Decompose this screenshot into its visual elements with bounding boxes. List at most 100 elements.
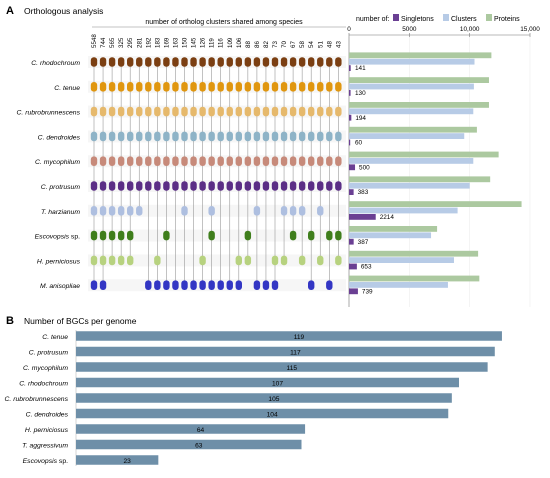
member-dot [244, 57, 252, 67]
member-dot [217, 106, 224, 117]
member-dot [208, 106, 215, 117]
member-dot [117, 255, 125, 266]
bar-proteins [349, 102, 489, 108]
bgc-bar [76, 424, 306, 434]
bar-clusters [349, 282, 448, 288]
member-dot [298, 181, 306, 191]
member-dot [235, 106, 242, 117]
member-dot [235, 255, 242, 266]
species-label: C. rubrobrunnescens [17, 110, 81, 117]
member-dot [90, 181, 98, 191]
member-dot [208, 57, 215, 67]
bgc-bar [76, 346, 495, 357]
matrix-row-backgrounds [88, 56, 346, 292]
member-dot [199, 280, 206, 290]
singleton-value-label: 739 [362, 288, 373, 295]
member-dot [199, 181, 206, 191]
member-dot [326, 57, 333, 67]
member-dot [190, 57, 197, 67]
member-dot [117, 82, 125, 92]
bgc-value-label: 23 [123, 458, 131, 465]
member-dot [317, 106, 324, 117]
member-dot [289, 82, 297, 92]
cluster-count-label: 48 [326, 41, 333, 48]
panel-a-title: Orthologous analysis [24, 6, 103, 16]
member-dot [208, 82, 215, 92]
member-dot [163, 280, 170, 290]
member-dot [271, 131, 279, 142]
member-dot [154, 181, 161, 191]
cluster-count-label: 116 [218, 38, 225, 48]
member-dot [317, 255, 324, 266]
member-dot [317, 57, 324, 67]
member-dot [280, 255, 288, 266]
member-dot [127, 181, 134, 191]
singleton-value-label: 141 [355, 65, 366, 72]
member-dot [127, 106, 134, 117]
bgc-bar [76, 393, 452, 403]
member-dot [199, 156, 206, 166]
member-dot [335, 131, 342, 142]
matrix-column: 150 [181, 37, 189, 290]
member-dot [163, 82, 170, 92]
member-dot [262, 280, 270, 290]
member-dot [244, 131, 252, 142]
member-dot [145, 57, 152, 67]
bgc-value-label: 104 [267, 411, 278, 418]
member-dot [271, 181, 279, 191]
legend: Singletons Clusters Proteins [393, 14, 520, 23]
bar-proteins [349, 275, 480, 282]
member-dot [163, 57, 170, 67]
member-dot [99, 82, 107, 92]
member-dot [217, 131, 224, 142]
member-dot [208, 131, 215, 142]
member-dot [289, 230, 297, 241]
panel-a-label: A [6, 5, 14, 17]
member-dot [127, 230, 134, 241]
member-dot [308, 181, 315, 191]
member-dot [190, 280, 197, 290]
matrix-columns: 5548 744 565 325 295 281 192 183 169 163 150 145 126… [90, 34, 342, 290]
member-dot [172, 131, 179, 142]
member-dot [326, 181, 333, 191]
member-dot [335, 181, 342, 191]
member-dot [326, 230, 333, 241]
bar-clusters [349, 257, 454, 263]
member-dot [199, 106, 206, 117]
bars: 141 130 194 60 500 383 2214 387 653 739 [349, 52, 522, 295]
member-dot [172, 156, 179, 166]
category-label: C. rubrobrunnescens [5, 396, 69, 403]
cluster-count-label: 169 [163, 37, 170, 48]
member-dot [199, 131, 206, 142]
matrix-column: 86 [253, 41, 261, 290]
member-dot [289, 106, 297, 117]
member-dot [108, 206, 116, 216]
member-dot [244, 255, 252, 266]
matrix-column: 43 [335, 41, 342, 266]
member-dot [154, 131, 161, 142]
member-dot [117, 156, 125, 166]
member-dot [326, 156, 333, 166]
cluster-count-label: 145 [191, 37, 198, 48]
cluster-count-label: 295 [127, 37, 134, 48]
bgc-bar [76, 362, 488, 372]
member-dot [145, 280, 152, 290]
member-dot [271, 106, 279, 117]
member-dot [190, 131, 197, 142]
member-dot [298, 156, 306, 166]
category-label: Escovopsis sp. [23, 458, 68, 465]
member-dot [136, 206, 143, 216]
member-dot [99, 181, 107, 191]
member-dot [262, 156, 270, 166]
category-label: C. rhodochroum [19, 381, 68, 388]
member-dot [253, 156, 261, 166]
member-dot [289, 156, 297, 166]
member-dot [117, 230, 125, 241]
matrix-column: 119 [208, 38, 216, 290]
member-dot [253, 280, 261, 290]
species-label: C. rhodochroum [31, 60, 80, 67]
bar-clusters [349, 133, 465, 139]
member-dot [280, 57, 288, 67]
bar-proteins [349, 201, 522, 207]
